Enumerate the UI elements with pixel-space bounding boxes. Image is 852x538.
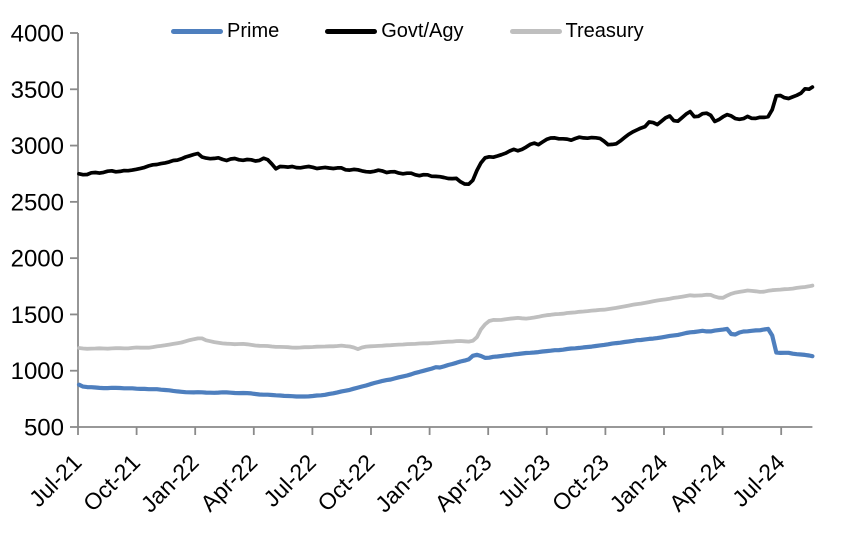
legend-item-treasury: Treasury — [509, 20, 644, 42]
legend-swatch-prime-line — [171, 28, 223, 34]
x-tick-label: Jan-23 — [370, 449, 438, 517]
y-tick-label: 3500 — [11, 77, 64, 104]
x-tick-label: Apr-23 — [430, 449, 497, 516]
legend-swatch-treasury-line — [509, 28, 562, 34]
x-tick-label: Jul-22 — [258, 449, 321, 512]
series-line-prime — [76, 326, 815, 399]
legend-label-govt-agy: Govt/Agy — [381, 20, 464, 42]
legend-swatch-govt-agy-line — [325, 28, 378, 34]
y-tick-label: 2000 — [11, 246, 64, 273]
y-tick-label: 3000 — [11, 133, 64, 160]
y-tick-label: 1000 — [11, 358, 64, 385]
x-tick-label: Apr-22 — [195, 449, 262, 516]
chart-legend: Prime Govt/Agy Treasury — [171, 21, 644, 41]
x-tick-label: Oct-23 — [547, 449, 614, 516]
legend-item-prime: Prime — [171, 21, 279, 41]
x-tick-label: Jan-22 — [136, 449, 204, 517]
y-tick-label: 2500 — [11, 189, 64, 216]
legend-label-treasury: Treasury — [565, 20, 644, 42]
x-tick-label: Oct-22 — [312, 449, 379, 516]
x-tick-label: Jul-24 — [727, 449, 790, 512]
legend-label-prime: Prime — [227, 20, 280, 42]
x-tick-label: Apr-24 — [664, 449, 731, 516]
x-tick-label: Jul-23 — [493, 449, 556, 512]
y-tick-label: 500 — [24, 415, 64, 442]
y-tick-label: 1500 — [11, 302, 64, 329]
legend-item-govt-agy: Govt/Agy — [325, 20, 464, 42]
series-line-treasury — [77, 283, 815, 351]
x-tick-label: Jul-21 — [24, 449, 87, 512]
series-line-govt-agy — [77, 85, 815, 187]
x-tick-label: Oct-21 — [78, 449, 145, 516]
x-tick-label: Jan-24 — [604, 449, 672, 517]
y-tick-label: 4000 — [11, 21, 64, 48]
